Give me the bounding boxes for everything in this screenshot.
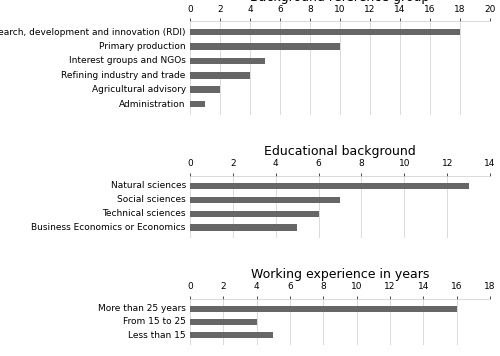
Title: Educational background: Educational background: [264, 145, 416, 158]
Bar: [190, 210, 318, 217]
Bar: [190, 305, 456, 312]
Bar: [190, 319, 256, 325]
Bar: [190, 72, 250, 79]
Bar: [190, 29, 460, 35]
Bar: [190, 43, 340, 50]
Bar: [190, 87, 220, 93]
Bar: [190, 332, 274, 338]
Bar: [190, 101, 205, 107]
Bar: [190, 183, 468, 189]
Title: Background reference group: Background reference group: [250, 0, 430, 4]
Bar: [190, 224, 297, 231]
Bar: [190, 58, 265, 64]
Title: Working experience in years: Working experience in years: [251, 268, 429, 281]
Bar: [190, 197, 340, 203]
